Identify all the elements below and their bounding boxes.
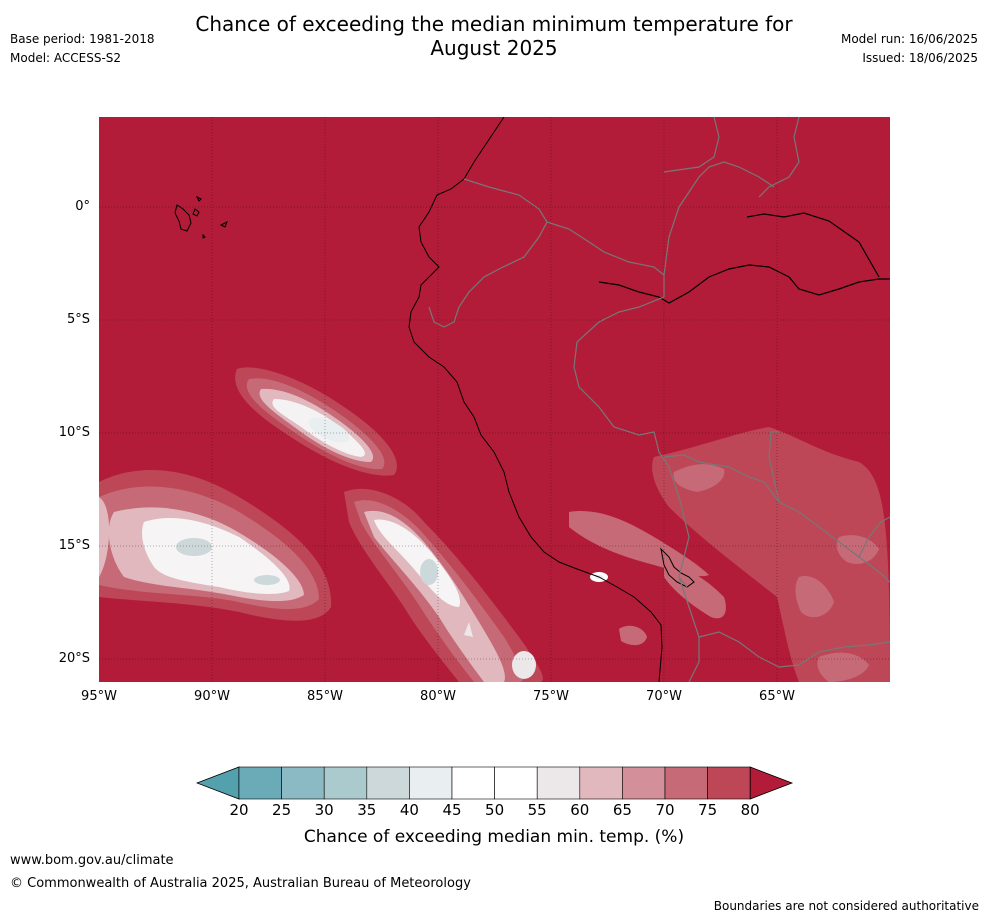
colorbar-segment bbox=[238, 766, 282, 800]
base-period: Base period: 1981-2018 bbox=[10, 32, 155, 46]
colorbar-segment bbox=[451, 766, 495, 800]
colorbar-segment bbox=[366, 766, 410, 800]
boundary-disclaimer: Boundaries are not considered authoritat… bbox=[713, 899, 979, 913]
colorbar-segment bbox=[323, 766, 368, 800]
title-line-2: August 2025 bbox=[430, 36, 558, 60]
country-boundaries bbox=[428, 117, 890, 682]
colorbar-segment bbox=[494, 766, 538, 800]
colorbar-segment bbox=[409, 766, 453, 800]
coastline bbox=[408, 117, 663, 682]
lon-label-75w: 75°W bbox=[533, 689, 569, 704]
lon-label-95w: 95°W bbox=[81, 689, 117, 704]
lon-label-80w: 80°W bbox=[420, 689, 456, 704]
colorbar-tick-label: 45 bbox=[442, 801, 462, 819]
map-gridlines bbox=[99, 117, 890, 682]
model-run: Model run: 16/06/2025 bbox=[840, 32, 978, 46]
colorbar-tick-label: 20 bbox=[229, 801, 249, 819]
lon-label-70w: 70°W bbox=[646, 689, 682, 704]
lake-titicaca bbox=[660, 547, 695, 588]
colorbar-segment bbox=[622, 766, 666, 800]
colorbar-tick-label: 80 bbox=[740, 801, 760, 819]
anomaly-region-east bbox=[569, 427, 890, 682]
colorbar bbox=[196, 766, 794, 800]
colorbar-tick-label: 40 bbox=[399, 801, 419, 819]
website-link[interactable]: www.bom.gov.au/climate bbox=[10, 853, 174, 868]
galapagos-islands bbox=[174, 195, 228, 239]
lat-label-15s: 15°S bbox=[58, 538, 90, 553]
river-north bbox=[746, 212, 880, 278]
lat-label-10s: 10°S bbox=[58, 425, 90, 440]
lat-label-0: 0° bbox=[75, 199, 90, 214]
colorbar-tick-label: 70 bbox=[655, 801, 675, 819]
colorbar-tick-label: 35 bbox=[357, 801, 377, 819]
colorbar-segment bbox=[664, 766, 708, 800]
colorbar-tick-label: 75 bbox=[698, 801, 718, 819]
title-line-1: Chance of exceeding the median minimum t… bbox=[195, 12, 793, 36]
issued-date: Issued: 18/06/2025 bbox=[862, 51, 978, 65]
lon-label-85w: 85°W bbox=[307, 689, 343, 704]
model-name: Model: ACCESS-S2 bbox=[10, 51, 122, 65]
copyright-notice: © Commonwealth of Australia 2025, Austra… bbox=[10, 876, 471, 891]
lon-label-65w: 65°W bbox=[759, 689, 795, 704]
colorbar-title: Chance of exceeding median min. temp. (%… bbox=[303, 827, 685, 847]
colorbar-tick-label: 30 bbox=[314, 801, 334, 819]
colorbar-high-extend bbox=[749, 766, 794, 800]
colorbar-low-extend bbox=[196, 766, 240, 800]
colorbar-segment bbox=[536, 766, 581, 800]
lat-label-5s: 5°S bbox=[66, 312, 90, 327]
colorbar-tick-label: 55 bbox=[527, 801, 547, 819]
anomaly-region-south bbox=[344, 488, 543, 682]
colorbar-segment bbox=[707, 766, 751, 800]
colorbar-segment bbox=[579, 766, 623, 800]
lon-label-90w: 90°W bbox=[194, 689, 230, 704]
colorbar-tick-label: 60 bbox=[570, 801, 590, 819]
anomaly-region-southwest bbox=[99, 470, 332, 621]
colorbar-tick-label: 25 bbox=[272, 801, 292, 819]
colorbar-tick-label: 65 bbox=[612, 801, 632, 819]
chart-title: Chance of exceeding the median minimum t… bbox=[0, 12, 988, 60]
colorbar-segment bbox=[281, 766, 325, 800]
river bbox=[598, 264, 890, 304]
forecast-map bbox=[99, 117, 890, 682]
anomaly-region-north bbox=[235, 367, 397, 476]
lat-label-20s: 20°S bbox=[58, 651, 90, 666]
colorbar-tick-label: 50 bbox=[485, 801, 505, 819]
